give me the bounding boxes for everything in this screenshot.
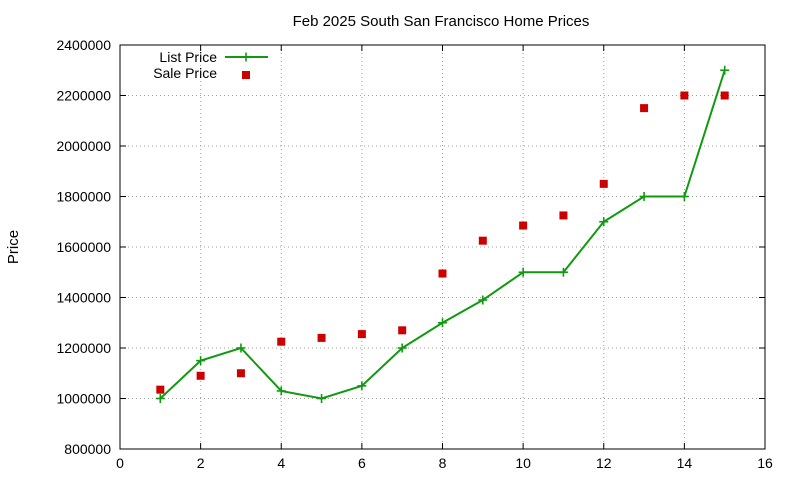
sale-price-point [277, 337, 286, 346]
axis-ticks: 0 2 4 6 8 10 12 14 16 800000 1000000 1200000 1400000… [56, 37, 773, 471]
list-price-point [558, 267, 568, 277]
x-tick-label: 0 [116, 455, 124, 471]
list-price-point [639, 192, 649, 201]
list-price-point [679, 192, 689, 201]
sale-price-point [398, 326, 407, 335]
sale-price-point [438, 269, 447, 278]
y-tick-label: 1000000 [56, 391, 111, 407]
sale-price-point [599, 179, 608, 188]
sale-price-point [196, 371, 205, 380]
list-price-point [478, 295, 488, 305]
sale-price-point [478, 236, 487, 245]
y-tick-label: 1600000 [56, 239, 111, 255]
list-price-point [438, 318, 447, 328]
list-price-point [155, 394, 165, 403]
y-axis-label: Price [5, 230, 22, 264]
legend-label: List Price [159, 49, 217, 65]
x-tick-label: 10 [515, 455, 531, 471]
y-tick-label: 2000000 [56, 138, 111, 154]
sale-price-point [680, 91, 689, 100]
list-price-point [357, 381, 367, 391]
y-tick-label: 1400000 [56, 290, 111, 306]
sale-price-point [236, 369, 245, 378]
list-price-point [397, 343, 407, 353]
x-tick-label: 8 [439, 455, 447, 471]
plot-frame [119, 44, 766, 450]
chart-title: Feb 2025 South San Francisco Home Prices [293, 13, 590, 30]
x-tick-label: 12 [596, 455, 612, 471]
list-price-point [276, 386, 286, 396]
x-tick-label: 2 [197, 455, 205, 471]
y-tick-label: 1200000 [56, 340, 111, 356]
sale-price-point [357, 330, 366, 339]
x-tick-label: 6 [358, 455, 366, 471]
sale-price-point [156, 385, 165, 394]
legend-label: Sale Price [153, 65, 217, 81]
list-price-point [317, 394, 327, 403]
list-price-point [720, 65, 730, 75]
x-tick-label: 14 [677, 455, 693, 471]
y-tick-label: 2200000 [56, 88, 111, 104]
sale-price-point [640, 104, 649, 113]
legend-marker [241, 52, 251, 62]
y-tick-label: 1800000 [56, 189, 111, 205]
sale-price-point [519, 221, 528, 230]
legend-marker [242, 71, 250, 79]
sale-price-point [720, 91, 729, 100]
y-tick-label: 2400000 [56, 37, 111, 53]
list-price-point [599, 217, 609, 227]
sale-price-point [317, 333, 326, 342]
list-price-point [196, 356, 206, 366]
list-price-point [518, 267, 528, 277]
grid-lines [120, 45, 765, 449]
x-tick-label: 4 [277, 455, 285, 471]
list-price-series [155, 65, 730, 403]
sale-price-series [156, 91, 729, 394]
list-price-point [236, 343, 246, 353]
data-series [155, 65, 730, 403]
y-tick-label: 800000 [64, 441, 111, 457]
x-tick-label: 16 [757, 455, 773, 471]
sale-price-point [559, 211, 568, 220]
